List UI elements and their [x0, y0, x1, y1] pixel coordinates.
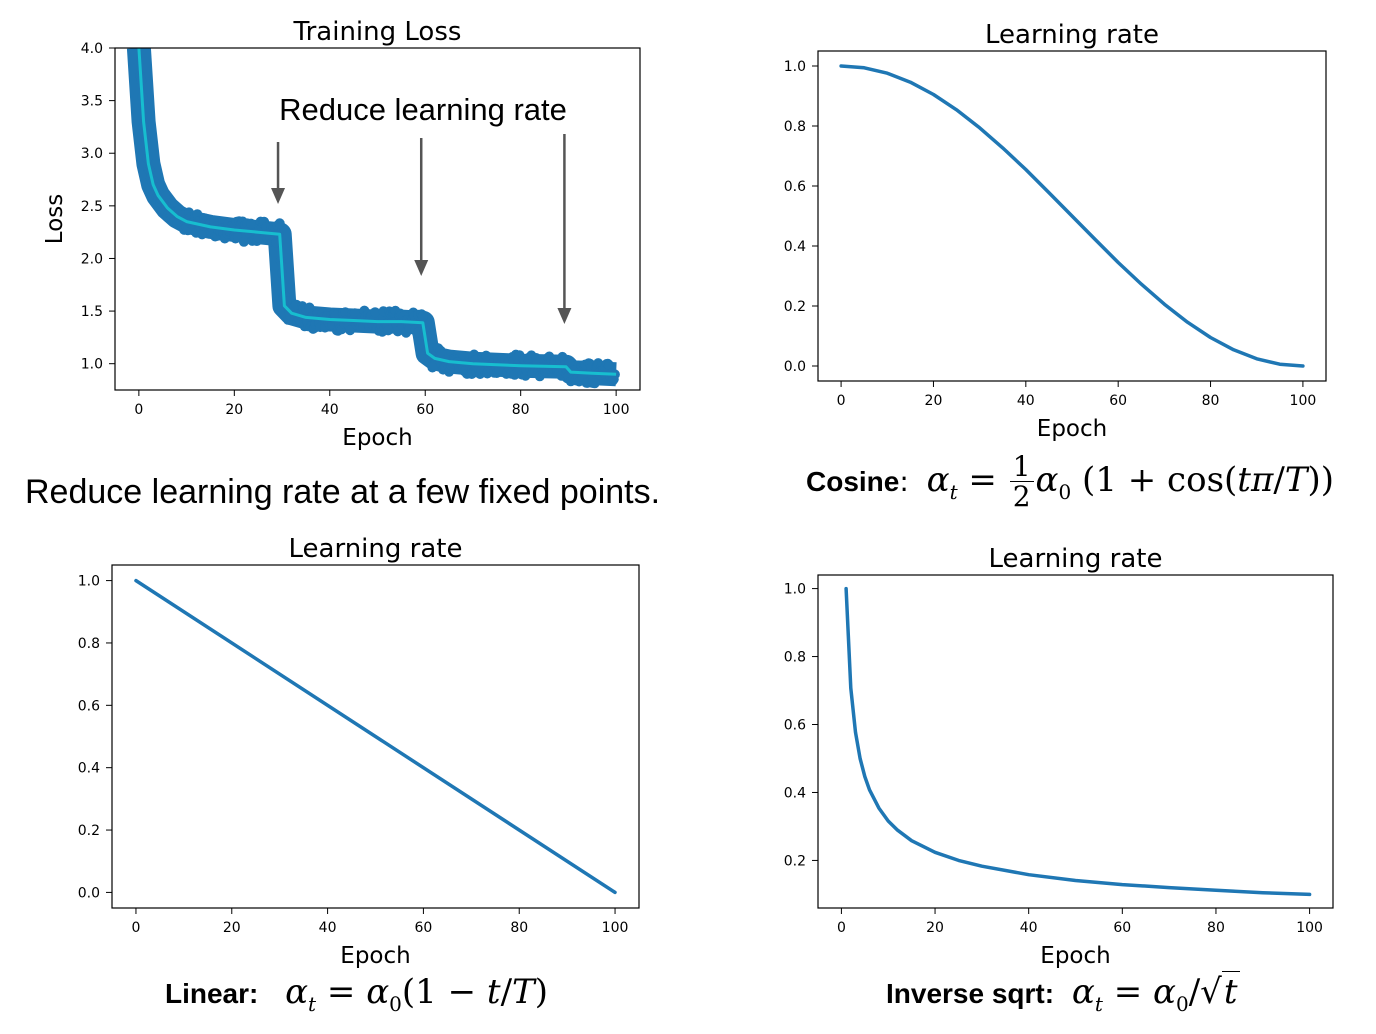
cosine-label: Cosine: [806, 465, 900, 497]
y-tick-label: 1.5: [81, 304, 103, 320]
chart-title: Learning rate: [985, 20, 1159, 50]
x-tick-label: 60: [416, 402, 434, 418]
step-schedule-caption: Reduce learning rate at a few fixed poin…: [25, 473, 661, 511]
chart-title: Learning rate: [989, 544, 1163, 574]
plot-frame: [114, 47, 641, 391]
x-tick-label: 40: [1017, 393, 1035, 409]
y-tick-label: 0.8: [78, 636, 100, 652]
x-axis-label: Epoch: [1037, 416, 1107, 442]
x-tick-label: 20: [925, 393, 943, 409]
y-tick-label: 1.0: [784, 59, 806, 75]
y-tick-label: 1.0: [81, 357, 103, 373]
plot-frame: [111, 564, 640, 909]
y-tick-label: 0.4: [784, 785, 806, 801]
cosine-formula: Cosine: αt = 1 2 α0 (1 + cos(tπ/T)): [806, 450, 1334, 514]
cosine-lr-chart: Learning rate 0 20 40 60 80 100 0.0 0.2 0.4 0.6 0.8…: [784, 20, 1327, 442]
annotation-arrow-head: [271, 188, 286, 204]
y-tick-label: 0.6: [784, 718, 806, 734]
y-tick-label: 2.5: [81, 199, 103, 215]
x-tick-label: 80: [510, 920, 528, 936]
lr-series-line: [134, 578, 617, 895]
loss-noise-point: [383, 325, 394, 336]
loss-noise-point: [349, 308, 360, 319]
loss-noise-point: [246, 218, 256, 229]
linear-formula: Linear: αt = α0(1 − t/T): [165, 972, 548, 1016]
loss-noise-point: [481, 350, 492, 361]
plot-frame: [817, 50, 1327, 382]
annotation-arrow-head: [557, 308, 572, 324]
annotation-arrow-head: [414, 260, 429, 276]
y-tick-label: 0.4: [784, 239, 806, 255]
y-tick-label: 1.0: [78, 574, 100, 590]
loss-noise-point: [370, 307, 381, 318]
inverse-sqrt-label: Inverse sqrt:: [886, 978, 1055, 1009]
x-tick-label: 20: [225, 402, 243, 418]
loss-noise-point: [238, 236, 249, 247]
inverse-sqrt-equation: αt = α0/√t: [1071, 971, 1240, 1016]
y-tick-label: 2.0: [81, 251, 103, 267]
x-tick-label: 20: [223, 920, 241, 936]
x-tick-label: 80: [512, 402, 530, 418]
y-tick-label: 0.0: [78, 885, 100, 901]
chart-title: Training Loss: [293, 17, 462, 47]
loss-noise-point: [564, 357, 575, 368]
x-tick-label: 100: [602, 920, 629, 936]
annotation-text: Reduce learning rate: [279, 92, 567, 127]
x-axis-label: Epoch: [1040, 943, 1110, 968]
y-tick-label: 0.8: [784, 650, 806, 666]
loss-noise-point: [274, 218, 285, 229]
cosine-equation: αt = 1 2 α0 (1 + cos(tπ/T)): [926, 450, 1334, 514]
x-tick-label: 60: [1113, 920, 1131, 936]
y-tick-label: 1.0: [784, 582, 806, 598]
x-tick-label: 20: [926, 920, 944, 936]
loss-noise-point: [427, 362, 438, 373]
linear-equation: αt = α0(1 − t/T): [285, 972, 548, 1016]
y-axis-label: Loss: [42, 194, 68, 244]
x-tick-label: 40: [319, 920, 337, 936]
chart-title: Learning rate: [289, 534, 463, 564]
loss-noise-point: [604, 360, 614, 370]
loss-noise-point: [134, 32, 144, 42]
y-tick-label: 0.2: [784, 853, 806, 869]
x-tick-label: 0: [134, 402, 143, 418]
y-tick-label: 0.2: [784, 299, 806, 315]
x-tick-label: 0: [837, 920, 846, 936]
y-tick-label: 0.4: [78, 761, 100, 777]
x-tick-label: 40: [321, 402, 339, 418]
x-tick-label: 0: [837, 393, 846, 409]
loss-noise-point: [197, 229, 208, 240]
y-tick-label: 0.6: [78, 698, 100, 714]
x-tick-label: 100: [1296, 920, 1323, 936]
training-loss-chart: Training Loss 0 20 40 60 80 100 1.0 1.5 2.0 2.5 3.0…: [42, 17, 641, 451]
x-axis-label: Epoch: [342, 425, 412, 451]
x-axis-label: Epoch: [340, 943, 410, 968]
linear-lr-chart: Learning rate 0 20 40 60 80 100 0.0 0.2 0.4 0.6 0.8…: [78, 534, 640, 968]
x-tick-label: 40: [1020, 920, 1038, 936]
plot-frame: [817, 574, 1334, 909]
y-tick-label: 4.0: [81, 41, 103, 57]
x-tick-label: 60: [1109, 393, 1127, 409]
inverse-sqrt-lr-chart: Learning rate 0 20 40 60 80 100 0.2 0.4 0.6 0.8 1.0…: [784, 544, 1334, 968]
x-tick-label: 60: [414, 920, 432, 936]
x-tick-label: 0: [131, 920, 140, 936]
inverse-sqrt-formula: Inverse sqrt: αt = α0/√t: [886, 971, 1240, 1016]
x-tick-label: 80: [1207, 920, 1225, 936]
lr-series-line: [844, 586, 1312, 897]
y-tick-label: 0.0: [784, 359, 806, 375]
loss-noise-point: [304, 302, 315, 313]
loss-noise-point: [557, 351, 568, 362]
loss-smoothed-line: [137, 48, 617, 376]
x-tick-label: 80: [1202, 393, 1220, 409]
y-tick-label: 3.5: [81, 94, 103, 110]
loss-noise-point: [589, 378, 600, 389]
y-tick-label: 3.0: [81, 146, 103, 162]
x-tick-label: 100: [603, 402, 630, 418]
y-tick-label: 0.2: [78, 823, 100, 839]
y-tick-label: 0.8: [784, 119, 806, 135]
lr-series-line: [839, 64, 1305, 368]
loss-noise-point: [417, 311, 428, 322]
linear-label: Linear:: [165, 978, 259, 1009]
y-tick-label: 0.6: [784, 179, 806, 195]
x-tick-label: 100: [1290, 393, 1317, 409]
